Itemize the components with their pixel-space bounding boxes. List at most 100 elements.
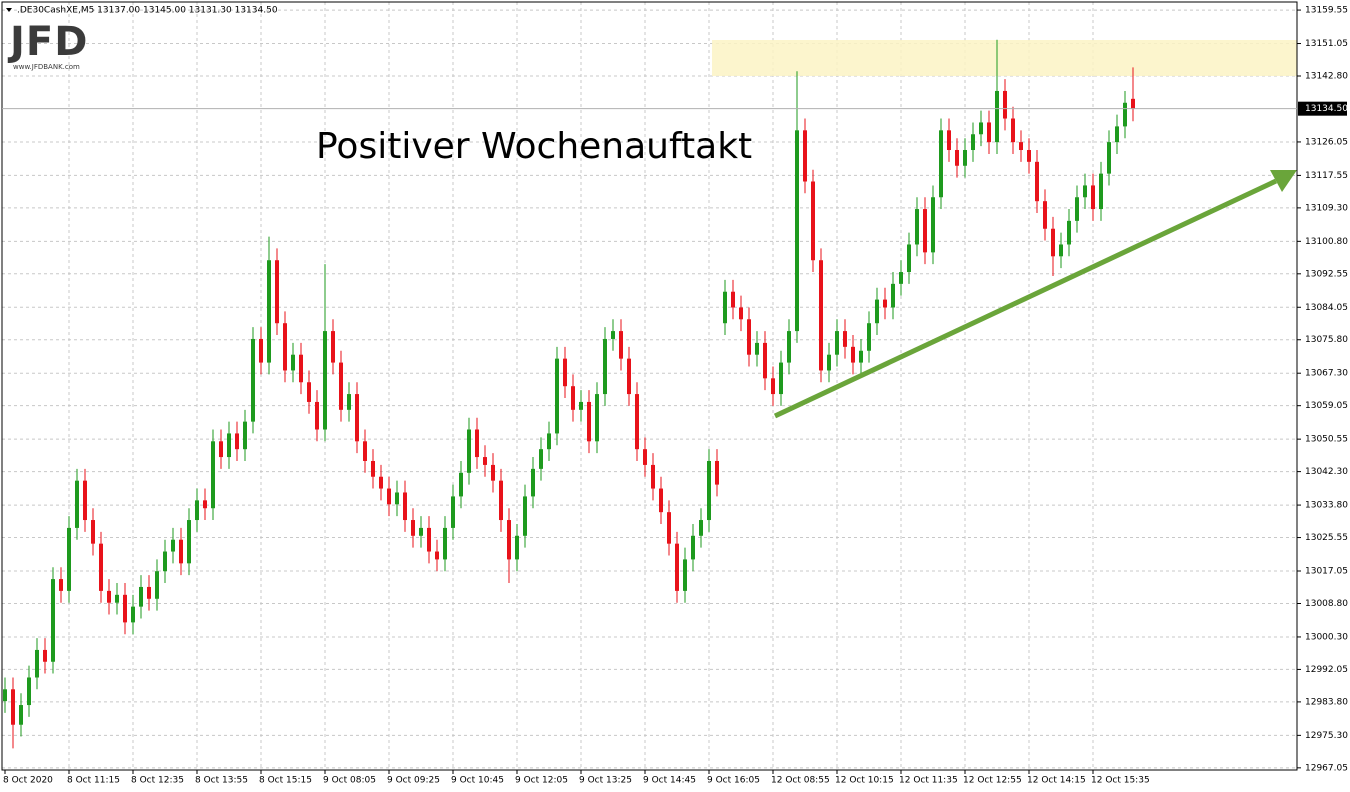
y-tick-label: 13000.30 bbox=[1305, 632, 1348, 642]
candle-body bbox=[579, 401, 583, 410]
candle-body bbox=[1059, 244, 1063, 257]
candle-body bbox=[307, 382, 311, 402]
trend-arrowhead bbox=[1270, 170, 1297, 192]
x-tick-label: 9 Oct 12:05 bbox=[515, 776, 568, 786]
candle-body bbox=[299, 354, 303, 383]
candle-body bbox=[1131, 98, 1135, 109]
candle-body bbox=[915, 209, 919, 245]
candle-body bbox=[219, 441, 223, 458]
candle-body bbox=[75, 480, 79, 528]
candle-body bbox=[259, 338, 263, 363]
candle-body bbox=[1091, 185, 1095, 210]
candle-body bbox=[979, 122, 983, 135]
candle-body bbox=[875, 299, 879, 324]
candle-body bbox=[243, 421, 247, 450]
candle-body bbox=[787, 331, 791, 363]
y-tick-label: 13050.55 bbox=[1305, 435, 1348, 445]
y-tick-label: 13092.55 bbox=[1305, 269, 1348, 279]
candle-body bbox=[563, 358, 567, 387]
x-tick-label: 12 Oct 10:15 bbox=[835, 776, 894, 786]
candle-body bbox=[499, 480, 503, 521]
candle-body bbox=[731, 291, 735, 308]
candle-body bbox=[339, 362, 343, 410]
candle-body bbox=[59, 579, 63, 591]
candle-body bbox=[827, 354, 831, 371]
x-tick-label: 12 Oct 12:55 bbox=[963, 776, 1022, 786]
candle-body bbox=[379, 476, 383, 489]
candle-body bbox=[795, 130, 799, 332]
candle-body bbox=[427, 527, 431, 552]
candle-body bbox=[11, 689, 15, 725]
candle-body bbox=[1107, 142, 1111, 174]
candle-body bbox=[547, 433, 551, 450]
price-label: 13134.50 bbox=[1305, 104, 1348, 114]
candle-body bbox=[27, 677, 31, 706]
candle-body bbox=[755, 342, 759, 355]
candle-body bbox=[171, 539, 175, 552]
candle-body bbox=[147, 586, 151, 599]
candle-body bbox=[291, 354, 295, 371]
plot-frame bbox=[1, 1, 1298, 771]
candle-body bbox=[819, 260, 823, 371]
y-tick-label: 13042.30 bbox=[1305, 467, 1348, 477]
annotation: Positiver Wochenauftakt bbox=[316, 126, 752, 167]
y-tick-label: 13025.55 bbox=[1305, 533, 1348, 543]
candle-body bbox=[491, 464, 495, 481]
x-tick-label: 12 Oct 15:35 bbox=[1091, 776, 1150, 786]
candle-body bbox=[507, 520, 511, 560]
candle-body bbox=[707, 460, 711, 521]
candle-body bbox=[611, 331, 615, 339]
candle-body bbox=[443, 527, 447, 560]
x-tick-label: 8 Oct 11:15 bbox=[67, 776, 120, 786]
x-tick-label: 8 Oct 2020 bbox=[3, 776, 53, 786]
y-tick-label: 13142.80 bbox=[1305, 72, 1348, 82]
y-tick-label: 13008.80 bbox=[1305, 599, 1348, 609]
candle-body bbox=[523, 496, 527, 536]
candle-body bbox=[603, 338, 607, 395]
y-tick-label: 13059.05 bbox=[1305, 401, 1348, 411]
candle-body bbox=[971, 134, 975, 151]
y-tick-label: 13067.30 bbox=[1305, 369, 1348, 379]
candle-body bbox=[1027, 150, 1031, 162]
candle-body bbox=[1051, 228, 1055, 257]
candle-body bbox=[275, 260, 279, 324]
x-tick-label: 9 Oct 10:45 bbox=[451, 776, 504, 786]
candle-body bbox=[83, 480, 87, 521]
symbol-info: .DE30CashXE,M5 13137.00 13145.00 13131.3… bbox=[17, 6, 278, 16]
candle-body bbox=[43, 649, 47, 662]
candle-body bbox=[139, 586, 143, 607]
y-tick-label: 13017.05 bbox=[1305, 567, 1348, 577]
x-tick-label: 8 Oct 15:15 bbox=[259, 776, 312, 786]
x-tick-label: 9 Oct 14:45 bbox=[643, 776, 696, 786]
candle-body bbox=[691, 535, 695, 560]
candle-body bbox=[331, 331, 335, 363]
candle-body bbox=[867, 323, 871, 351]
candle-body bbox=[467, 429, 471, 473]
candle-body bbox=[1099, 173, 1103, 210]
candle-body bbox=[371, 460, 375, 477]
candle-body bbox=[1043, 201, 1047, 229]
candle-body bbox=[883, 299, 887, 308]
candle-body bbox=[1011, 118, 1015, 143]
candle-body bbox=[675, 543, 679, 591]
candle-body bbox=[99, 543, 103, 591]
candle-body bbox=[91, 520, 95, 544]
y-tick-label: 12975.30 bbox=[1305, 731, 1348, 741]
candle-body bbox=[843, 331, 847, 347]
y-tick-label: 12983.80 bbox=[1305, 697, 1348, 707]
candle-body bbox=[659, 488, 663, 513]
candle-body bbox=[1019, 142, 1023, 151]
y-tick-label: 13117.55 bbox=[1305, 171, 1348, 181]
candle-body bbox=[347, 394, 351, 410]
candle-body bbox=[283, 323, 287, 371]
candle-body bbox=[779, 362, 783, 395]
candle-body bbox=[211, 441, 215, 509]
candle-body bbox=[227, 433, 231, 458]
x-tick-label: 8 Oct 12:35 bbox=[131, 776, 184, 786]
candle-body bbox=[715, 460, 719, 485]
candle-body bbox=[699, 520, 703, 536]
y-tick-label: 13126.05 bbox=[1305, 137, 1348, 147]
candle-body bbox=[163, 551, 167, 572]
candle-body bbox=[891, 283, 895, 308]
